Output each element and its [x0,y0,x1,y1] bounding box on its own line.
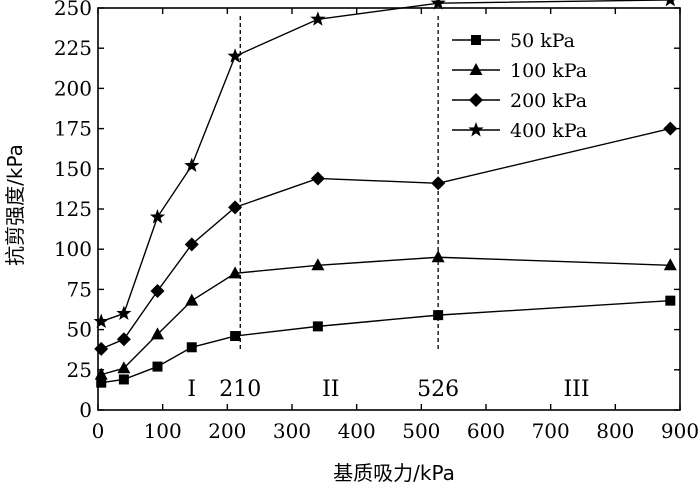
data-point-square [96,377,107,388]
data-point-triangle [311,258,325,271]
data-point-diamond [228,200,243,215]
data-point-square [230,331,241,342]
data-point-triangle [228,266,242,279]
series-100-kpa [94,250,677,380]
data-point-star [227,48,243,63]
zone-labels: I II III [187,377,589,402]
legend-item: 400 kPa [452,120,587,142]
y-tick-label: 50 [67,318,92,342]
data-point-triangle [150,327,164,340]
data-point-star [665,0,675,7]
data-point-diamond [94,341,109,356]
x-tick-label: 500 [402,419,440,443]
data-point-diamond [184,237,199,252]
x-tick-label: 700 [532,419,570,443]
data-point-square [152,361,163,372]
y-tick-label: 0 [79,398,92,422]
data-point-star [468,122,484,137]
y-tick-label: 25 [67,358,92,382]
data-point-star [430,0,446,10]
series-400-kpa [93,0,675,329]
data-point-star [184,157,200,173]
data-point-square [312,321,323,332]
series-line [101,299,671,384]
data-point-star [93,313,109,329]
y-tick-label: 125 [54,197,92,221]
x-tick-label: 100 [144,419,182,443]
y-tick-label: 175 [54,117,92,141]
data-point-diamond [310,171,325,186]
zone-label-III: III [563,377,589,402]
x-tick-label: 800 [596,419,634,443]
data-point-triangle [185,293,199,306]
data-point-square [186,342,197,353]
zone-label-I: I [187,377,196,402]
y-tick-label: 225 [54,36,92,60]
legend-item: 100 kPa [452,60,587,82]
legend-label: 200 kPa [510,90,587,112]
data-point-diamond [469,93,483,107]
series-line [101,256,671,376]
data-point-diamond [116,332,131,347]
data-point-triangle [663,258,677,271]
y-tick-label: 150 [54,157,92,181]
data-point-star [149,209,166,224]
y-tick-label: 200 [54,76,92,100]
data-point-star [310,11,326,26]
plot-frame [97,7,681,411]
data-point-diamond [431,176,446,191]
legend: 50 kPa 100 kPa 200 kPa 400 kPa [452,30,587,142]
data-point-square [118,374,129,385]
series-group [93,0,678,388]
x-tick-label: 900 [661,419,699,443]
x-tick-label: 200 [208,419,246,443]
data-point-square [665,295,676,306]
data-point-star [116,305,132,320]
data-point-diamond [150,284,165,299]
series-line [100,127,671,350]
reference-lines: 210 526 [219,16,459,402]
reference-label-526: 526 [417,377,459,402]
x-tick-label: 0 [92,419,105,443]
legend-item: 50 kPa [452,30,575,52]
series-200-kpa [94,121,678,356]
y-axis-ticks: 0 25 50 75 100 125 150 175 200 225 250 [54,0,680,422]
x-axis-ticks: 0 100 200 300 400 500 600 700 800 900 [92,8,699,443]
series-50-kpa [96,295,676,388]
data-point-square [471,35,481,45]
y-tick-label: 100 [54,237,92,261]
data-point-triangle [94,367,108,380]
y-axis-label: 抗剪强度/kPa [3,144,27,266]
legend-label: 400 kPa [510,120,587,142]
data-point-triangle [431,250,445,263]
y-tick-label: 75 [67,277,92,301]
legend-label: 50 kPa [510,30,575,52]
data-point-triangle [469,63,483,75]
zone-label-II: II [322,377,339,402]
data-point-square [433,310,444,321]
data-point-triangle [117,361,131,374]
reference-label-210: 210 [219,377,261,402]
x-tick-label: 600 [467,419,505,443]
plot-border [97,7,681,411]
x-axis-label: 基质吸力/kPa [333,461,455,485]
x-tick-label: 300 [273,419,311,443]
data-point-diamond [663,121,678,136]
legend-item: 200 kPa [452,90,587,112]
y-tick-label: 250 [54,0,92,20]
legend-label: 100 kPa [510,60,587,82]
series-line [100,0,671,323]
x-tick-label: 400 [338,419,376,443]
